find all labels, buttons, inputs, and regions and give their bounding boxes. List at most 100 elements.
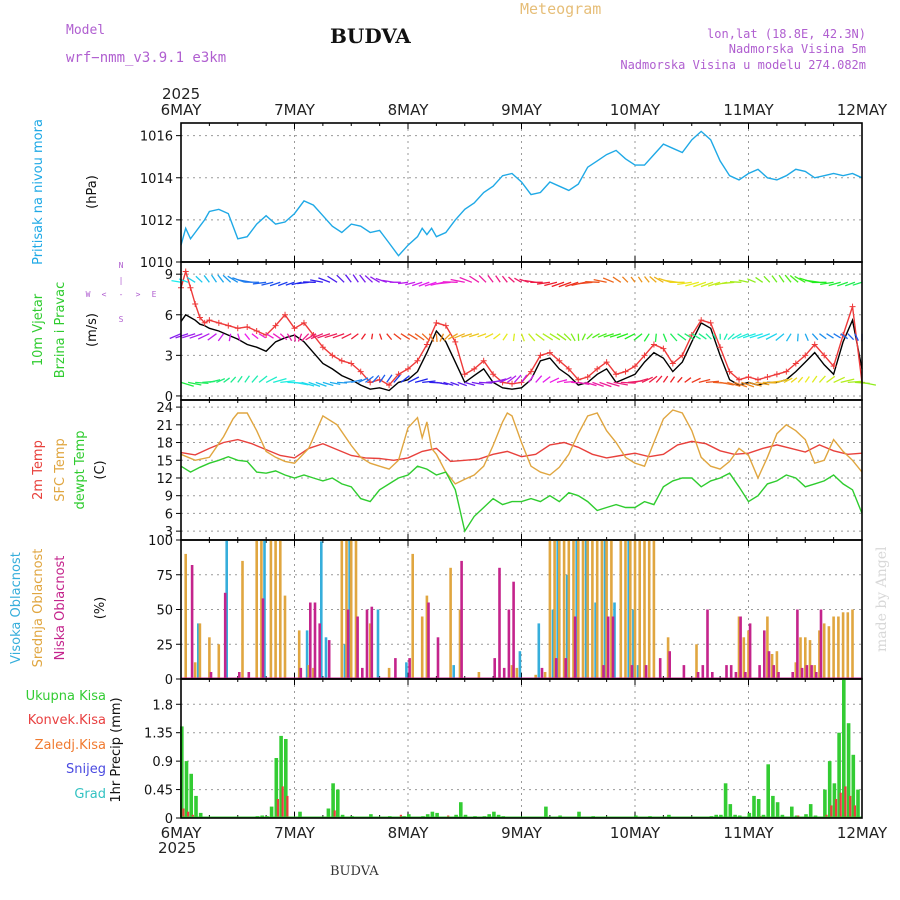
wind-arrow [244, 375, 250, 383]
bar-niska-oblacnost [223, 592, 227, 679]
wind-arrow [698, 378, 711, 384]
bar-niska-oblacnost [247, 672, 251, 679]
wind-arrow [359, 274, 366, 283]
bar-visoka-oblacnost [343, 644, 347, 680]
bar-niska-oblacnost [611, 616, 615, 679]
bar-niska-oblacnost [299, 667, 303, 679]
wind-arrow [210, 274, 218, 283]
wind-arrow [536, 281, 550, 285]
bar-niska-oblacnost [408, 658, 411, 679]
bar-srednja-oblacnost [411, 553, 414, 679]
bar-srednja-oblacnost [770, 654, 774, 679]
y-tick-label: 12 [156, 472, 173, 487]
compass-east: E [152, 290, 157, 299]
gust-marker [405, 365, 411, 372]
footer-station: BUDVA [330, 864, 379, 879]
wind-arrow [662, 333, 668, 342]
bar-srednja-oblacnost [742, 637, 746, 679]
bar-niska-oblacnost [630, 665, 634, 679]
wind-arrow [599, 381, 612, 388]
bar-ukupna-kisa [430, 811, 435, 818]
wind-arrow [285, 281, 295, 286]
wind-arrow [789, 274, 799, 283]
bar-konvek-kisa [825, 814, 828, 818]
bar-srednja-oblacnost [449, 567, 452, 679]
wind-arrow [499, 376, 512, 383]
wind-arrow [528, 333, 536, 342]
wind-arrow [556, 379, 568, 384]
y-tick-label: 24 [156, 401, 173, 416]
bar-srednja-oblacnost [818, 630, 821, 679]
wind-arrow [251, 375, 259, 383]
wind-arrow [811, 333, 819, 341]
wind-arrow [336, 274, 345, 283]
date-label-bottom: 11MAY [723, 824, 774, 842]
gust-marker [669, 360, 676, 367]
bar-konvek-kisa [853, 805, 856, 818]
bar-konvek-kisa [187, 811, 190, 818]
wind-arrow [317, 333, 331, 339]
gust-marker [338, 357, 345, 364]
bar-srednja-oblacnost [827, 626, 831, 679]
wind-arrow [742, 333, 756, 339]
date-label-top: 7MAY [274, 101, 316, 119]
y-tick-label: 9 [165, 490, 173, 505]
wind-arrow [332, 333, 345, 339]
bar-srednja-oblacnost [619, 540, 623, 679]
wind-arrow [443, 333, 452, 342]
wind-arrow [700, 281, 714, 288]
wind-arrow [826, 375, 836, 383]
wind-arrow [731, 333, 742, 340]
bar-srednja-oblacnost [345, 540, 348, 679]
bar-srednja-oblacnost [241, 560, 244, 679]
wind-arrow [171, 279, 182, 283]
bar-niska-oblacnost [734, 672, 738, 679]
wind-arrow [820, 281, 834, 285]
wind-arrow [785, 333, 792, 342]
wind-arrow [705, 333, 712, 340]
wind-arrow [216, 378, 226, 384]
bar-niska-oblacnost [796, 609, 799, 679]
bar-ukupna-kisa [856, 789, 860, 818]
wind-arrow [269, 281, 281, 287]
wind-arrow [407, 376, 420, 383]
bar-ukupna-kisa [733, 814, 737, 818]
wind-arrow [738, 279, 749, 283]
bar-niska-oblacnost [711, 672, 714, 679]
wind-arrow [501, 275, 508, 283]
wind-arrow [765, 333, 778, 340]
wind-arrow [217, 333, 225, 342]
bar-ukupna-kisa [369, 814, 373, 818]
gust-marker [622, 368, 629, 375]
wind-arrow [684, 377, 692, 383]
wind-arrow [230, 376, 237, 383]
bar-srednja-oblacnost [846, 612, 850, 679]
wind-arrow [840, 378, 855, 384]
gust-marker [811, 341, 818, 348]
wind-arrow [364, 275, 373, 283]
bar-ukupna-kisa [714, 814, 718, 818]
precip-unit-label: 1hr Precip (mm) [109, 697, 124, 802]
date-label-top: 10MAY [610, 101, 661, 119]
bar-niska-oblacnost [701, 665, 705, 679]
bar-srednja-oblacnost [562, 540, 566, 679]
bar-niska-oblacnost [810, 665, 813, 679]
wind-arrow [228, 333, 232, 342]
bar-visoka-oblacnost [584, 540, 588, 679]
date-label-top: 6MAY [161, 101, 203, 119]
legend-conv-precip: Konvek.Kisa [28, 713, 106, 728]
gust-marker [423, 341, 430, 348]
wind-arrow [469, 333, 480, 338]
wind-arrow [826, 333, 834, 339]
bar-srednja-oblacnost [624, 540, 627, 679]
bar-konvek-kisa [276, 799, 279, 818]
bar-niska-oblacnost [791, 672, 794, 679]
wind-arrow [755, 276, 764, 283]
bar-ukupna-kisa [837, 732, 841, 818]
date-label-top: 12MAY [837, 101, 888, 119]
bar-ukupna-kisa [771, 795, 775, 818]
wind-arrow [478, 274, 487, 283]
wind-arrow [297, 333, 303, 342]
bar-srednja-oblacnost [832, 616, 835, 679]
wind-unit: (m/s) [85, 313, 100, 347]
